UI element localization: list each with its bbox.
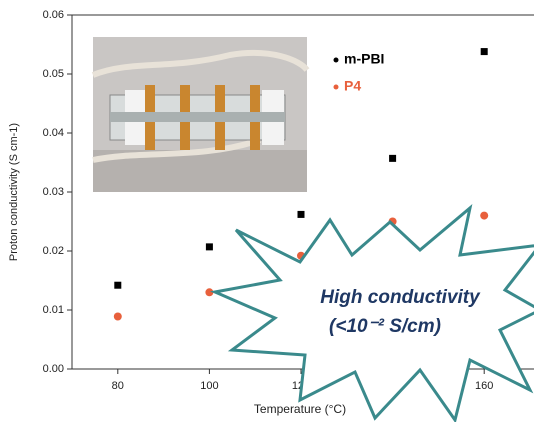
point — [480, 48, 488, 56]
point — [205, 243, 213, 251]
photo — [91, 37, 310, 192]
legend-bullet — [333, 84, 339, 90]
point — [480, 211, 489, 220]
y-tick-label: 0.01 — [43, 304, 64, 316]
legend-label: P4 — [344, 78, 361, 94]
legend-label: m-PBI — [344, 51, 384, 67]
y-tick-label: 0.03 — [43, 186, 64, 198]
legend-bullet — [333, 57, 339, 63]
x-tick-label: 100 — [200, 380, 218, 392]
y-tick-label: 0.06 — [43, 9, 64, 21]
point — [297, 210, 305, 218]
point — [205, 288, 214, 297]
annotation: (<10⁻² S/cm) — [329, 316, 441, 337]
y-tick-label: 0.05 — [43, 68, 64, 80]
x-axis-title: Temperature (°C) — [254, 402, 346, 416]
x-tick-label: 160 — [475, 380, 493, 392]
point — [389, 154, 397, 162]
annotation: High conductivity — [320, 287, 481, 308]
y-axis-title: Proton conductivity (S cm-1) — [8, 123, 20, 261]
y-tick-label: 0.02 — [43, 245, 64, 257]
point — [114, 281, 122, 289]
y-tick-label: 0.00 — [43, 363, 64, 375]
point — [113, 312, 122, 321]
callout — [209, 204, 534, 422]
y-tick-label: 0.04 — [43, 127, 64, 139]
x-tick-label: 80 — [112, 380, 124, 392]
